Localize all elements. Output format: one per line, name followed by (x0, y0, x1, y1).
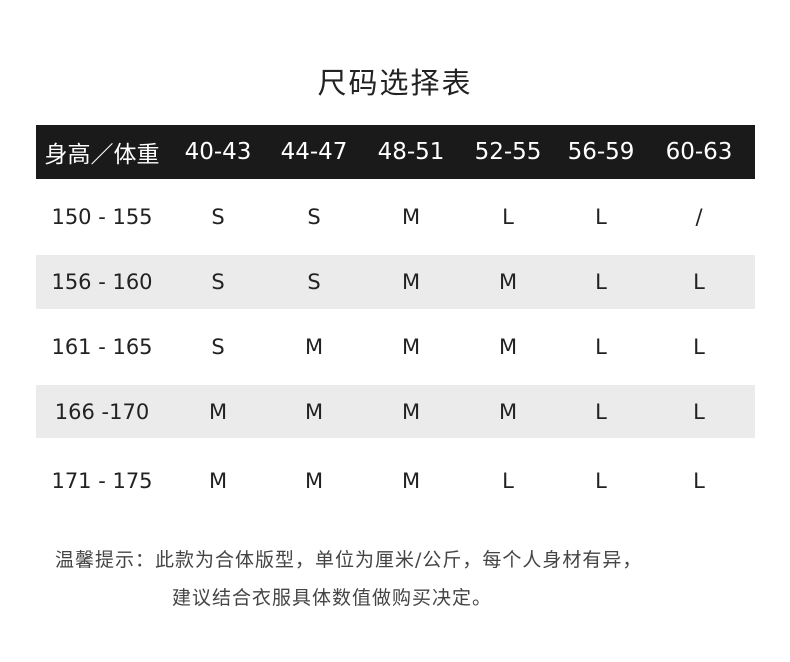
height-range-cell: 171 - 175 (51, 469, 153, 493)
size-cell: M (401, 335, 421, 359)
page-title: 尺码选择表 (317, 66, 473, 100)
size-cell: S (307, 270, 321, 294)
table-row: 166 -170 M M M M L L (36, 385, 755, 438)
header-weight-range: 48-51 (377, 139, 445, 165)
size-cell: S (211, 335, 225, 359)
note-line-1: 温馨提示：此款为合体版型，单位为厘米/公斤，每个人身材有异， (55, 549, 643, 571)
size-cell: L (595, 335, 607, 359)
size-cell: M (304, 399, 324, 424)
height-range-cell: 150 - 155 (51, 205, 153, 229)
size-cell: L (502, 469, 514, 493)
size-cell: L (693, 335, 705, 359)
size-cell: S (211, 270, 225, 294)
header-weight-range: 60-63 (665, 139, 733, 165)
size-cell: L (595, 270, 607, 294)
height-range-cell: 156 - 160 (51, 270, 153, 294)
table-header: 身高／体重 40-43 44-47 48-51 52-55 56-59 60-63 (36, 125, 755, 179)
size-cell: L (595, 469, 607, 493)
size-cell: / (695, 205, 703, 229)
size-cell: S (307, 205, 321, 229)
size-cell: M (304, 335, 324, 359)
table-row: 171 - 175 M M M L L L (36, 438, 755, 524)
header-height-weight: 身高／体重 (44, 142, 160, 168)
size-cell: M (208, 469, 228, 493)
size-cell: M (304, 469, 324, 493)
height-range-cell: 161 - 165 (51, 335, 153, 359)
table-row: 161 - 165 S M M M L L (36, 309, 755, 385)
size-cell: L (693, 399, 705, 424)
note-line-2: 建议结合衣服具体数值做购买决定。 (172, 587, 493, 609)
header-weight-range: 56-59 (567, 139, 635, 165)
size-cell: M (401, 205, 421, 229)
table-row: 156 - 160 S S M M L L (36, 255, 755, 309)
size-cell: L (693, 270, 705, 294)
size-cell: M (208, 399, 228, 424)
size-cell: M (401, 399, 421, 424)
size-cell: M (401, 469, 421, 493)
size-cell: S (211, 205, 225, 229)
header-weight-range: 40-43 (184, 139, 252, 165)
table-row: 150 - 155 S S M L L / (36, 179, 755, 255)
size-cell: M (498, 270, 518, 294)
height-range-cell: 166 -170 (54, 399, 150, 424)
size-cell: L (502, 205, 514, 229)
size-cell: L (693, 469, 705, 493)
size-cell: M (401, 270, 421, 294)
size-cell: L (595, 205, 607, 229)
size-cell: M (498, 399, 518, 424)
header-weight-range: 44-47 (280, 139, 348, 165)
size-cell: M (498, 335, 518, 359)
size-cell: L (595, 399, 607, 424)
header-weight-range: 52-55 (474, 139, 542, 165)
